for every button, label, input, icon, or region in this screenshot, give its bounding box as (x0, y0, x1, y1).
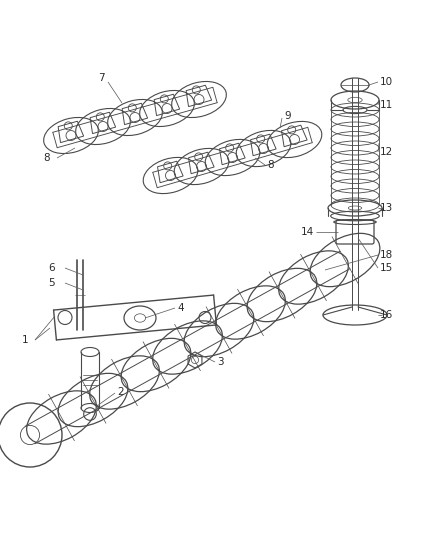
Text: 16: 16 (380, 310, 393, 320)
Text: 2: 2 (117, 387, 124, 397)
Text: 13: 13 (380, 203, 393, 213)
Text: 5: 5 (48, 278, 55, 288)
Text: 1: 1 (21, 335, 28, 345)
Text: 11: 11 (380, 100, 393, 110)
Text: 6: 6 (48, 263, 55, 273)
Text: 9: 9 (284, 111, 291, 121)
Text: 14: 14 (301, 227, 314, 237)
Text: 10: 10 (380, 77, 393, 87)
Text: 3: 3 (217, 357, 224, 367)
Text: 12: 12 (380, 147, 393, 157)
Text: 18: 18 (380, 250, 393, 260)
Text: 15: 15 (380, 263, 393, 273)
Text: 8: 8 (267, 160, 274, 170)
Text: 7: 7 (99, 73, 105, 83)
Text: 8: 8 (43, 153, 50, 163)
Text: 4: 4 (177, 303, 184, 313)
